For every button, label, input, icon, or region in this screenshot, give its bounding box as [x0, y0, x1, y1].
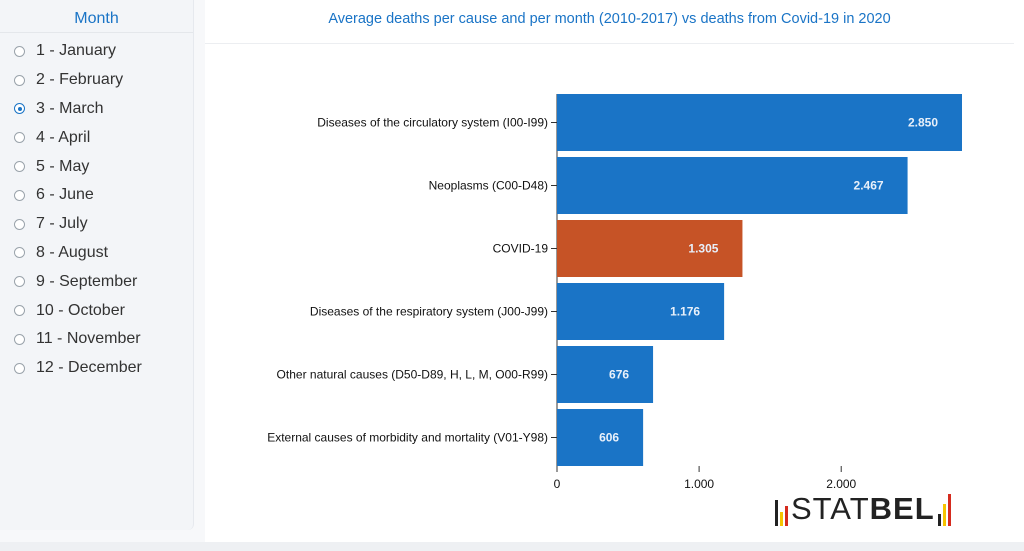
radio-button[interactable]	[14, 333, 25, 345]
x-tick-label: 1.000	[684, 477, 714, 491]
month-label: 12 - December	[36, 359, 142, 377]
chart-title: Average deaths per cause and per month (…	[205, 0, 1014, 44]
month-option[interactable]: 4 - April	[0, 123, 193, 152]
logo-wordmark: STATBEL	[791, 491, 935, 526]
month-label: 11 - November	[36, 330, 141, 348]
bar	[557, 220, 743, 277]
radio-button[interactable]	[14, 132, 25, 144]
month-label: 2 - February	[36, 71, 124, 89]
month-option[interactable]: 1 - January	[0, 37, 193, 66]
radio-button[interactable]	[14, 189, 25, 201]
category-label: COVID-19	[493, 242, 549, 256]
radio-button[interactable]	[14, 161, 25, 173]
radio-button[interactable]	[14, 74, 25, 86]
bar	[557, 157, 908, 214]
month-option[interactable]: 9 - September	[0, 267, 193, 296]
month-label: 3 - March	[36, 99, 104, 117]
bar-value-label: 606	[599, 431, 619, 445]
radio-button[interactable]	[14, 247, 25, 259]
month-option[interactable]: 5 - May	[0, 152, 193, 181]
category-label: Other natural causes (D50-D89, H, L, M, …	[277, 368, 548, 382]
month-option[interactable]: 10 - October	[0, 296, 193, 325]
radio-button[interactable]	[14, 103, 25, 115]
bar-value-label: 2.850	[908, 116, 938, 130]
statbel-logo: STATBEL	[775, 486, 951, 532]
radio-button[interactable]	[14, 45, 25, 57]
bar-value-label: 2.467	[854, 179, 884, 193]
bar	[557, 283, 725, 340]
logo-bars-right-icon	[937, 492, 951, 526]
bar-value-label: 1.305	[688, 242, 718, 256]
month-label: 7 - July	[36, 215, 88, 233]
month-label: 10 - October	[36, 301, 125, 319]
logo-bars-left-icon	[775, 492, 788, 526]
month-label: 8 - August	[36, 243, 109, 261]
radio-button[interactable]	[14, 218, 25, 230]
bar-value-label: 1.176	[670, 305, 700, 319]
month-option[interactable]: 7 - July	[0, 210, 193, 239]
month-option[interactable]: 12 - December	[0, 354, 193, 383]
radio-button[interactable]	[14, 362, 25, 374]
category-label: External causes of morbidity and mortali…	[267, 431, 548, 445]
bottom-strip	[0, 542, 1024, 551]
month-option[interactable]: 3 - March	[0, 95, 193, 124]
bar-chart: 2.850 Diseases of the circulatory system …	[267, 94, 962, 491]
bar	[557, 94, 962, 151]
category-label: Neoplasms (C00-D48)	[429, 179, 548, 193]
month-label: 9 - September	[36, 272, 138, 290]
month-option[interactable]: 8 - August	[0, 239, 193, 268]
x-tick-label: 2.000	[826, 477, 856, 491]
month-label: 1 - January	[36, 42, 117, 60]
month-label: 4 - April	[36, 128, 91, 146]
sidebar-title: Month	[0, 0, 193, 33]
radio-button[interactable]	[14, 305, 25, 317]
month-sidebar: Month 1 - January 2 - February 3 - March 4 …	[0, 0, 194, 530]
month-option[interactable]: 2 - February	[0, 66, 193, 95]
month-radio-list: 1 - January 2 - February 3 - March 4 - Apri…	[0, 33, 193, 383]
bar-value-label: 676	[609, 368, 629, 382]
month-label: 6 - June	[36, 186, 94, 204]
x-tick-label: 0	[554, 477, 561, 491]
category-label: Diseases of the circulatory system (I00-…	[317, 116, 548, 130]
chart-panel: Average deaths per cause and per month (…	[205, 0, 1024, 551]
bar	[557, 409, 644, 466]
bar	[557, 346, 654, 403]
month-option[interactable]: 11 - November	[0, 325, 193, 354]
radio-button[interactable]	[14, 276, 25, 288]
month-option[interactable]: 6 - June	[0, 181, 193, 210]
category-label: Diseases of the respiratory system (J00-…	[310, 305, 548, 319]
month-label: 5 - May	[36, 157, 90, 175]
